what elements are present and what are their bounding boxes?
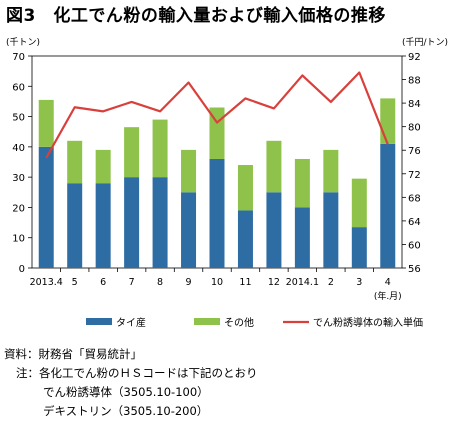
right-axis-tick-label: 76 bbox=[408, 146, 421, 157]
source-note: 資料：財務省「貿易統計」 bbox=[4, 347, 142, 361]
bar-other bbox=[237, 165, 253, 211]
bar-other bbox=[181, 149, 197, 193]
bar-thai bbox=[380, 143, 396, 268]
legend-label: でん粉誘導体の輸入単価 bbox=[313, 316, 423, 329]
hs-code-dextrin: デキストリン（3505.10-200） bbox=[43, 404, 209, 418]
x-axis-tick-label: 3 bbox=[356, 277, 362, 288]
chart: 010203040506070(千トン)56606468727680848892… bbox=[6, 37, 448, 329]
right-axis-tick-label: 72 bbox=[408, 170, 421, 181]
bar-thai bbox=[181, 192, 197, 268]
x-axis-tick-label: 11 bbox=[239, 277, 251, 288]
legend-swatch bbox=[86, 318, 112, 325]
x-axis-tick-label: 2 bbox=[328, 277, 334, 288]
bar-other bbox=[380, 98, 396, 144]
left-axis-tick-label: 60 bbox=[12, 82, 25, 93]
left-axis-tick-label: 20 bbox=[12, 203, 25, 214]
x-axis-tick-label: 6 bbox=[100, 277, 106, 288]
left-axis-tick-label: 40 bbox=[12, 143, 25, 154]
right-axis-unit: (千円/トン) bbox=[402, 37, 448, 48]
hs-code-note: 注：各化工でん粉のＨＳコードは下記のとおり bbox=[16, 366, 258, 380]
x-axis-tick-label: 8 bbox=[157, 277, 163, 288]
hs-code-derivative: でん粉誘導体（3505.10-100） bbox=[43, 385, 209, 399]
right-axis-tick-label: 56 bbox=[408, 264, 421, 275]
bar-thai bbox=[152, 177, 168, 268]
legend-label: その他 bbox=[224, 316, 254, 329]
right-axis-tick-label: 64 bbox=[408, 217, 421, 228]
x-axis-tick-label: 9 bbox=[186, 277, 192, 288]
legend-label: タイ産 bbox=[116, 316, 146, 329]
x-axis-unit: (年.月) bbox=[374, 290, 402, 302]
bar-thai bbox=[38, 146, 54, 268]
legend-swatch bbox=[194, 318, 220, 325]
bar-other bbox=[351, 178, 367, 228]
left-axis-tick-label: 30 bbox=[12, 173, 25, 184]
x-axis-tick-label: 2014.1 bbox=[286, 277, 319, 288]
left-axis-tick-label: 10 bbox=[12, 234, 25, 245]
bar-other bbox=[294, 158, 310, 208]
bar-thai bbox=[351, 227, 367, 268]
line-unit-price bbox=[45, 71, 389, 159]
right-axis-tick-label: 60 bbox=[408, 240, 421, 251]
right-axis-tick-label: 84 bbox=[408, 99, 421, 110]
left-axis-tick-label: 70 bbox=[12, 52, 25, 63]
bar-other bbox=[266, 140, 282, 193]
bar-thai bbox=[209, 158, 225, 268]
x-axis-tick-label: 2013.4 bbox=[30, 277, 63, 288]
right-axis-tick-label: 92 bbox=[408, 52, 421, 63]
x-axis-tick-label: 4 bbox=[385, 277, 391, 288]
bar-thai bbox=[124, 177, 140, 268]
bar-thai bbox=[67, 183, 83, 268]
bar-other bbox=[124, 127, 140, 178]
bar-thai bbox=[323, 192, 339, 268]
left-axis-unit: (千トン) bbox=[6, 37, 40, 48]
bar-other bbox=[38, 99, 54, 147]
bar-thai bbox=[95, 183, 111, 268]
x-axis-tick-label: 5 bbox=[72, 277, 78, 288]
bar-thai bbox=[294, 207, 310, 268]
x-axis-tick-label: 10 bbox=[211, 277, 223, 288]
left-axis-tick-label: 50 bbox=[12, 113, 25, 124]
x-axis-tick-label: 7 bbox=[129, 277, 135, 288]
x-axis-tick-label: 12 bbox=[268, 277, 280, 288]
right-axis-tick-label: 80 bbox=[408, 123, 421, 134]
bar-other bbox=[152, 119, 168, 178]
right-axis-tick-label: 68 bbox=[408, 193, 421, 204]
bar-other bbox=[67, 140, 83, 184]
notes: 資料：財務省「貿易統計」 注：各化工でん粉のＨＳコードは下記のとおり でん粉誘導… bbox=[0, 345, 258, 421]
bar-other bbox=[323, 149, 339, 193]
bar-other bbox=[95, 149, 111, 184]
bar-thai bbox=[266, 192, 282, 268]
left-axis-tick-label: 0 bbox=[19, 264, 25, 275]
bar-thai bbox=[237, 210, 253, 268]
figure-title: 図3 化工でん粉の輸入量および輸入価格の推移 bbox=[6, 6, 386, 26]
right-axis-tick-label: 88 bbox=[408, 76, 421, 87]
